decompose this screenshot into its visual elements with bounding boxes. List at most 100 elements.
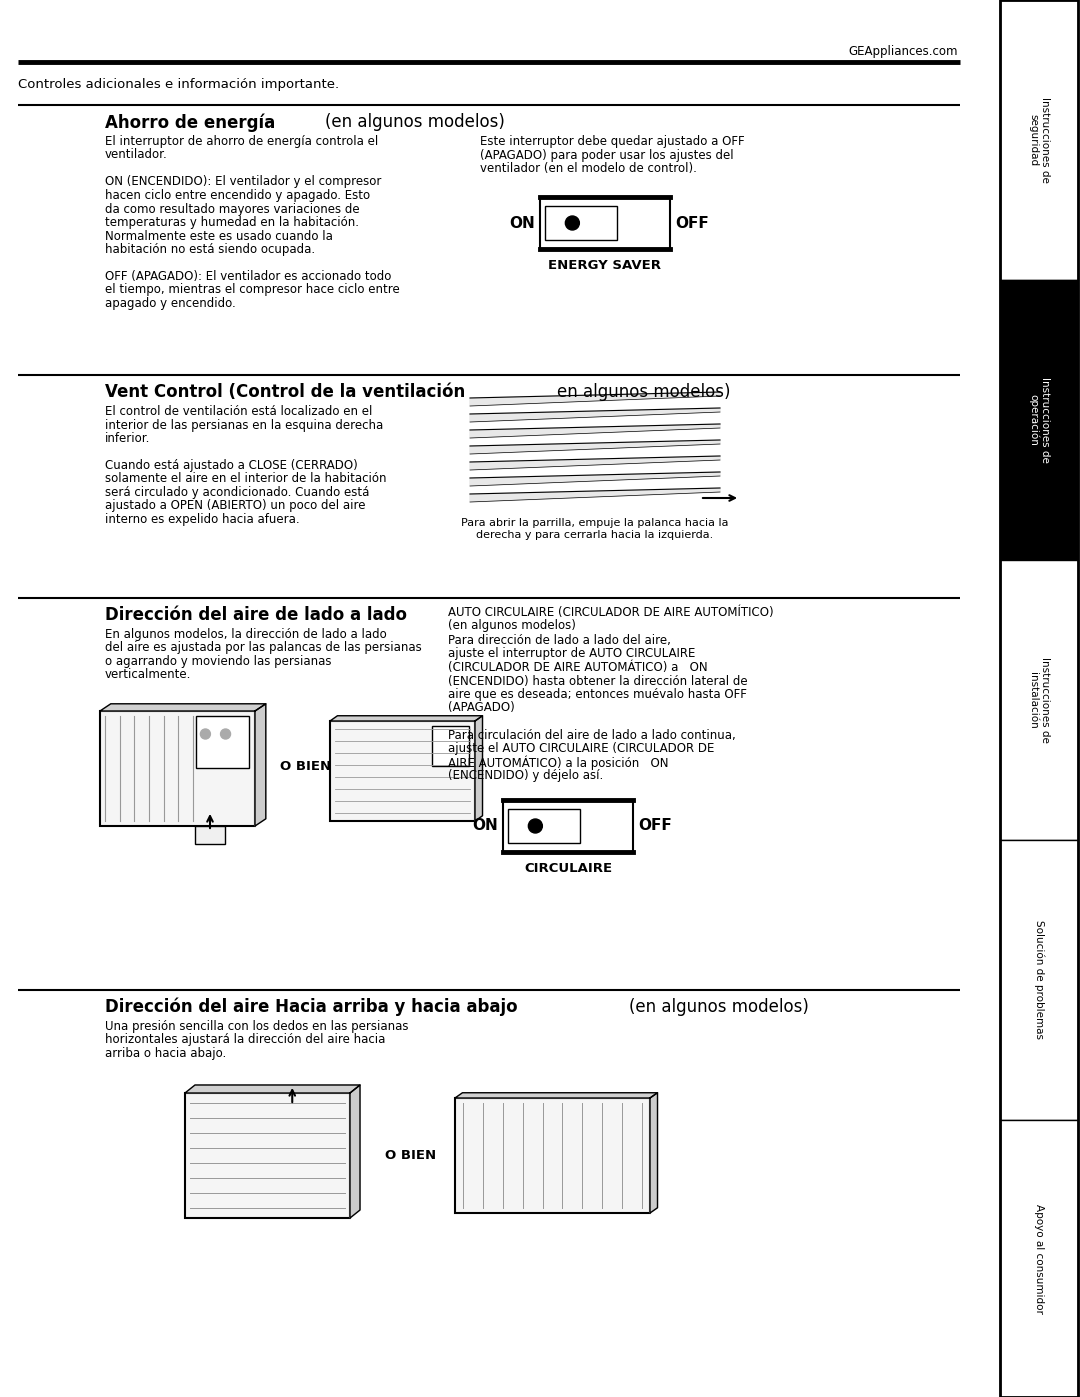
Text: OFF (APAGADO): El ventilador es accionado todo: OFF (APAGADO): El ventilador es accionad… [105,270,391,284]
Text: Instrucciones de
seguridad: Instrucciones de seguridad [1028,96,1050,183]
Text: interno es expelido hacia afuera.: interno es expelido hacia afuera. [105,513,299,527]
Text: Dirección del aire Hacia arriba y hacia abajo: Dirección del aire Hacia arriba y hacia … [105,997,517,1017]
Text: Solución de problemas: Solución de problemas [1034,921,1044,1039]
Text: ajuste el interruptor de AUTO CIRCULAIRE: ajuste el interruptor de AUTO CIRCULAIRE [448,647,696,661]
Polygon shape [470,440,720,454]
Polygon shape [470,488,720,502]
Bar [1000,840,1078,1120]
Text: del aire es ajustada por las palancas de las persianas: del aire es ajustada por las palancas de… [105,641,422,655]
Text: Instrucciones de
operación: Instrucciones de operación [1028,377,1050,462]
Polygon shape [475,715,483,821]
Text: apagado y encendido.: apagado y encendido. [105,298,235,310]
Text: (en algunos modelos): (en algunos modelos) [448,619,576,631]
Text: verticalmente.: verticalmente. [105,669,191,682]
Text: AIRE AUTOMÁTICO) a la posición   ON: AIRE AUTOMÁTICO) a la posición ON [448,756,669,770]
Text: ventilador (en el modelo de control).: ventilador (en el modelo de control). [480,162,697,175]
Text: CIRCULAIRE: CIRCULAIRE [524,862,612,875]
Text: Vent Control (Control de la ventilación: Vent Control (Control de la ventilación [105,383,471,401]
Text: ON: ON [472,819,498,834]
Text: el tiempo, mientras el compresor hace ciclo entre: el tiempo, mientras el compresor hace ci… [105,284,400,296]
Bar [540,197,670,249]
Text: da como resultado mayores variaciones de: da como resultado mayores variaciones de [105,203,360,215]
Polygon shape [455,1092,658,1098]
Text: GEAppliances.com: GEAppliances.com [849,45,958,59]
Circle shape [528,819,542,833]
Text: (ENCENDIDO) y déjelo así.: (ENCENDIDO) y déjelo así. [448,768,604,782]
Bar [185,1092,350,1218]
Bar [1000,560,1078,840]
Text: ajustado a OPEN (ABIERTO) un poco del aire: ajustado a OPEN (ABIERTO) un poco del ai… [105,500,365,513]
Polygon shape [470,425,720,439]
Bar [1000,1120,1078,1397]
Text: Ahorro de energía: Ahorro de energía [105,113,281,131]
Polygon shape [470,408,720,422]
Text: El interruptor de ahorro de energía controla el: El interruptor de ahorro de energía cont… [105,136,378,148]
Polygon shape [255,704,266,826]
Text: (en algunos modelos): (en algunos modelos) [629,997,809,1016]
Text: ENERGY SAVER: ENERGY SAVER [549,258,661,272]
Text: interior de las persianas en la esquina derecha: interior de las persianas en la esquina … [105,419,383,432]
Bar [545,205,617,240]
Text: habitación no está siendo ocupada.: habitación no está siendo ocupada. [105,243,315,256]
Text: inferior.: inferior. [105,432,150,446]
Text: Instrucciones de
instalación: Instrucciones de instalación [1028,657,1050,743]
Polygon shape [100,704,266,711]
Bar [195,826,225,844]
Text: Apoyo al consumidor: Apoyo al consumidor [1034,1204,1044,1313]
Text: OFF: OFF [638,819,672,834]
Text: Dirección del aire de lado a lado: Dirección del aire de lado a lado [105,606,407,624]
Text: O BIEN: O BIEN [280,760,332,773]
Circle shape [565,217,579,231]
Text: ON: ON [510,215,535,231]
Polygon shape [470,455,720,469]
Text: OFF: OFF [675,215,708,231]
Bar [100,711,255,826]
Text: Normalmente este es usado cuando la: Normalmente este es usado cuando la [105,229,333,243]
Polygon shape [185,1085,360,1092]
Polygon shape [350,1085,360,1218]
Text: horizontales ajustará la dirección del aire hacia: horizontales ajustará la dirección del a… [105,1034,386,1046]
Text: (ENCENDIDO) hasta obtener la dirección lateral de: (ENCENDIDO) hasta obtener la dirección l… [448,675,747,687]
Polygon shape [330,715,483,721]
Polygon shape [470,472,720,486]
Polygon shape [650,1092,658,1213]
Text: En algunos modelos, la dirección de lado a lado: En algunos modelos, la dirección de lado… [105,629,387,641]
Text: Cuando está ajustado a CLOSE (CERRADO): Cuando está ajustado a CLOSE (CERRADO) [105,460,357,472]
Bar [503,800,633,852]
Text: temperaturas y humedad en la habitación.: temperaturas y humedad en la habitación. [105,217,359,229]
Circle shape [220,729,230,739]
Text: Controles adicionales e información importante.: Controles adicionales e información impo… [18,78,339,91]
Text: (en algunos modelos): (en algunos modelos) [325,113,504,131]
Text: ajuste el AUTO CIRCULAIRE (CIRCULADOR DE: ajuste el AUTO CIRCULAIRE (CIRCULADOR DE [448,742,714,754]
Text: (APAGADO) para poder usar los ajustes del: (APAGADO) para poder usar los ajustes de… [480,148,733,162]
Polygon shape [470,393,720,407]
Bar [1000,279,1078,560]
Text: Para circulación del aire de lado a lado continua,: Para circulación del aire de lado a lado… [448,728,735,742]
Text: ON (ENCENDIDO): El ventilador y el compresor: ON (ENCENDIDO): El ventilador y el compr… [105,176,381,189]
Text: solamente el aire en el interior de la habitación: solamente el aire en el interior de la h… [105,472,387,486]
Text: (APAGADO): (APAGADO) [448,701,515,714]
Text: Una presión sencilla con los dedos en las persianas: Una presión sencilla con los dedos en la… [105,1020,408,1032]
Text: hacen ciclo entre encendido y apagado. Esto: hacen ciclo entre encendido y apagado. E… [105,189,370,203]
Text: en algunos modelos): en algunos modelos) [557,383,730,401]
Bar [330,721,475,821]
Bar [1000,0,1078,279]
Text: arriba o hacia abajo.: arriba o hacia abajo. [105,1046,226,1060]
Text: será circulado y acondicionado. Cuando está: será circulado y acondicionado. Cuando e… [105,486,369,499]
Text: Para dirección de lado a lado del aire,: Para dirección de lado a lado del aire, [448,634,671,647]
Text: O BIEN: O BIEN [384,1148,436,1162]
Bar [455,1098,650,1213]
Text: (CIRCULADOR DE AIRE AUTOMÁTICO) a   ON: (CIRCULADOR DE AIRE AUTOMÁTICO) a ON [448,661,707,673]
Bar [1000,0,1078,1397]
Text: El control de ventilación está localizado en el: El control de ventilación está localizad… [105,405,373,418]
Text: aire que es deseada; entonces muévalo hasta OFF: aire que es deseada; entonces muévalo ha… [448,687,747,701]
Circle shape [201,729,211,739]
Bar [508,809,580,842]
Text: ventilador.: ventilador. [105,148,167,162]
Text: AUTO CIRCULAIRE (CIRCULADOR DE AIRE AUTOMÍTICO): AUTO CIRCULAIRE (CIRCULADOR DE AIRE AUTO… [448,606,773,619]
Text: Este interruptor debe quedar ajustado a OFF: Este interruptor debe quedar ajustado a … [480,136,744,148]
Bar [432,726,469,766]
Text: Para abrir la parrilla, empuje la palanca hacia la
derecha y para cerrarla hacia: Para abrir la parrilla, empuje la palanc… [461,518,729,539]
Bar [197,717,248,768]
Text: o agarrando y moviendo las persianas: o agarrando y moviendo las persianas [105,655,332,668]
